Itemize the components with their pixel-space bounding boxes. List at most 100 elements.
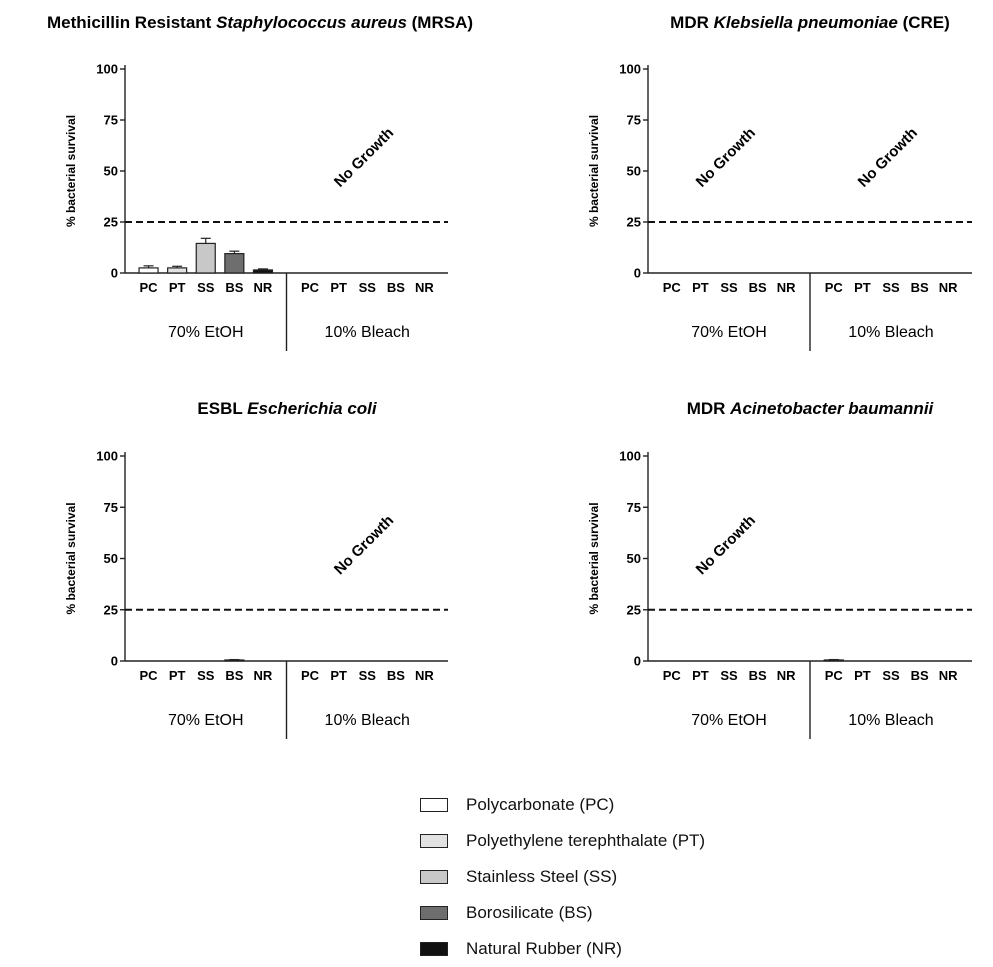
x-tick-label: BS — [911, 280, 929, 295]
y-tick-label: 0 — [634, 654, 641, 669]
y-tick-label: 25 — [104, 215, 118, 230]
x-tick-label: NR — [415, 668, 434, 683]
legend-label-nr: Natural Rubber (NR) — [466, 939, 622, 958]
group-label: 10% Bleach — [325, 324, 410, 341]
x-tick-label: BS — [749, 280, 767, 295]
y-tick-label: 100 — [96, 62, 118, 77]
x-tick-label: SS — [359, 280, 377, 295]
x-tick-label: PC — [825, 668, 844, 683]
x-tick-label: NR — [777, 668, 796, 683]
y-tick-label: 100 — [96, 449, 118, 464]
chart-panel-3: ESBL Escherichia coli 0 25 50 75 100 % bacteri… — [64, 399, 448, 739]
x-tick-label: SS — [882, 280, 900, 295]
x-tick-label: NR — [254, 668, 273, 683]
x-tick-label: PC — [301, 280, 320, 295]
legend-item-nr: Natural Rubber (NR) — [420, 931, 705, 967]
x-tick-label: PC — [825, 280, 844, 295]
bar-ss — [195, 242, 216, 274]
group-label: 70% EtOH — [691, 324, 767, 341]
bar-bs — [224, 253, 245, 274]
x-tick-label: SS — [882, 668, 900, 683]
y-tick-label: 25 — [627, 215, 641, 230]
x-tick-label: PT — [169, 280, 186, 295]
y-tick-label: 0 — [111, 266, 118, 281]
x-tick-label: NR — [939, 280, 958, 295]
chart-title: ESBL Escherichia coli — [197, 399, 377, 418]
y-tick-label: 50 — [627, 551, 641, 566]
x-tick-label: PC — [140, 280, 159, 295]
chart-title: MDR Klebsiella pneumoniae (CRE) — [670, 13, 950, 32]
x-tick-label: NR — [939, 668, 958, 683]
legend-swatch-pc — [420, 798, 448, 812]
y-axis-label: % bacterial survival — [64, 502, 78, 614]
no-growth-label: No Growth — [693, 512, 759, 578]
y-tick-label: 0 — [634, 266, 641, 281]
legend-swatch-bs — [420, 906, 448, 920]
x-tick-label: BS — [225, 280, 243, 295]
chart-panel-4: MDR Acinetobacter baumannii 0 25 50 75 100 % b… — [587, 399, 972, 739]
x-tick-label: SS — [197, 668, 215, 683]
legend-swatch-pt — [420, 834, 448, 848]
x-tick-label: PT — [330, 668, 347, 683]
group-label: 70% EtOH — [168, 324, 244, 341]
x-tick-label: BS — [387, 668, 405, 683]
x-tick-label: BS — [387, 280, 405, 295]
y-tick-label: 75 — [627, 500, 641, 515]
legend-item-bs: Borosilicate (BS) — [420, 895, 705, 931]
bar-nr — [252, 269, 274, 274]
chart-panel-2: MDR Klebsiella pneumoniae (CRE) 0 25 50 75 10… — [587, 13, 972, 351]
bar-pc — [138, 267, 159, 274]
x-tick-label: PT — [854, 668, 871, 683]
y-tick-label: 50 — [104, 164, 118, 179]
no-growth-label: No Growth — [693, 125, 759, 191]
x-tick-label: PC — [663, 280, 682, 295]
x-tick-label: SS — [359, 668, 377, 683]
legend-label-ss: Stainless Steel (SS) — [466, 867, 618, 886]
x-tick-label: PT — [330, 280, 347, 295]
x-tick-label: BS — [911, 668, 929, 683]
y-tick-label: 50 — [104, 551, 118, 566]
x-tick-label: BS — [225, 668, 243, 683]
y-tick-label: 75 — [104, 113, 118, 128]
x-tick-label: SS — [720, 668, 738, 683]
y-tick-label: 0 — [111, 654, 118, 669]
chart-panel-1: Methicillin Resistant Staphylococcus aur… — [47, 13, 473, 351]
y-axis-label: % bacterial survival — [64, 115, 78, 227]
x-tick-label: NR — [254, 280, 273, 295]
y-tick-label: 50 — [627, 164, 641, 179]
legend-item-ss: Stainless Steel (SS) — [420, 859, 705, 895]
no-growth-label: No Growth — [331, 125, 397, 191]
chart-title: Methicillin Resistant Staphylococcus aur… — [47, 13, 473, 32]
legend-swatch-ss — [420, 870, 448, 884]
y-axis-label: % bacterial survival — [587, 502, 601, 614]
y-tick-label: 25 — [627, 602, 641, 617]
legend-label-pc: Polycarbonate (PC) — [466, 795, 615, 814]
chart-title: MDR Acinetobacter baumannii — [687, 399, 935, 418]
y-tick-label: 75 — [104, 500, 118, 515]
x-tick-label: PT — [169, 668, 186, 683]
legend-label-pt: Polyethylene terephthalate (PT) — [466, 831, 706, 850]
x-tick-label: PT — [692, 668, 709, 683]
x-tick-label: PC — [301, 668, 320, 683]
group-label: 10% Bleach — [848, 712, 933, 729]
legend-swatch-nr — [420, 942, 448, 956]
legend-item-pc: Polycarbonate (PC) — [420, 787, 705, 823]
legend: Polycarbonate (PC) Polyethylene terephth… — [420, 787, 705, 967]
y-tick-label: 100 — [619, 62, 641, 77]
no-growth-label: No Growth — [331, 512, 397, 578]
bar-pt — [167, 267, 188, 274]
x-tick-label: NR — [777, 280, 796, 295]
y-tick-label: 100 — [619, 449, 641, 464]
group-label: 10% Bleach — [848, 324, 933, 341]
y-axis-label: % bacterial survival — [587, 115, 601, 227]
no-growth-label: No Growth — [855, 125, 921, 191]
y-tick-label: 75 — [627, 113, 641, 128]
x-tick-label: PT — [854, 280, 871, 295]
legend-label-bs: Borosilicate (BS) — [466, 903, 593, 922]
legend-item-pt: Polyethylene terephthalate (PT) — [420, 823, 705, 859]
group-label: 70% EtOH — [168, 712, 244, 729]
x-tick-label: SS — [197, 280, 215, 295]
x-tick-label: PT — [692, 280, 709, 295]
x-tick-label: SS — [720, 280, 738, 295]
